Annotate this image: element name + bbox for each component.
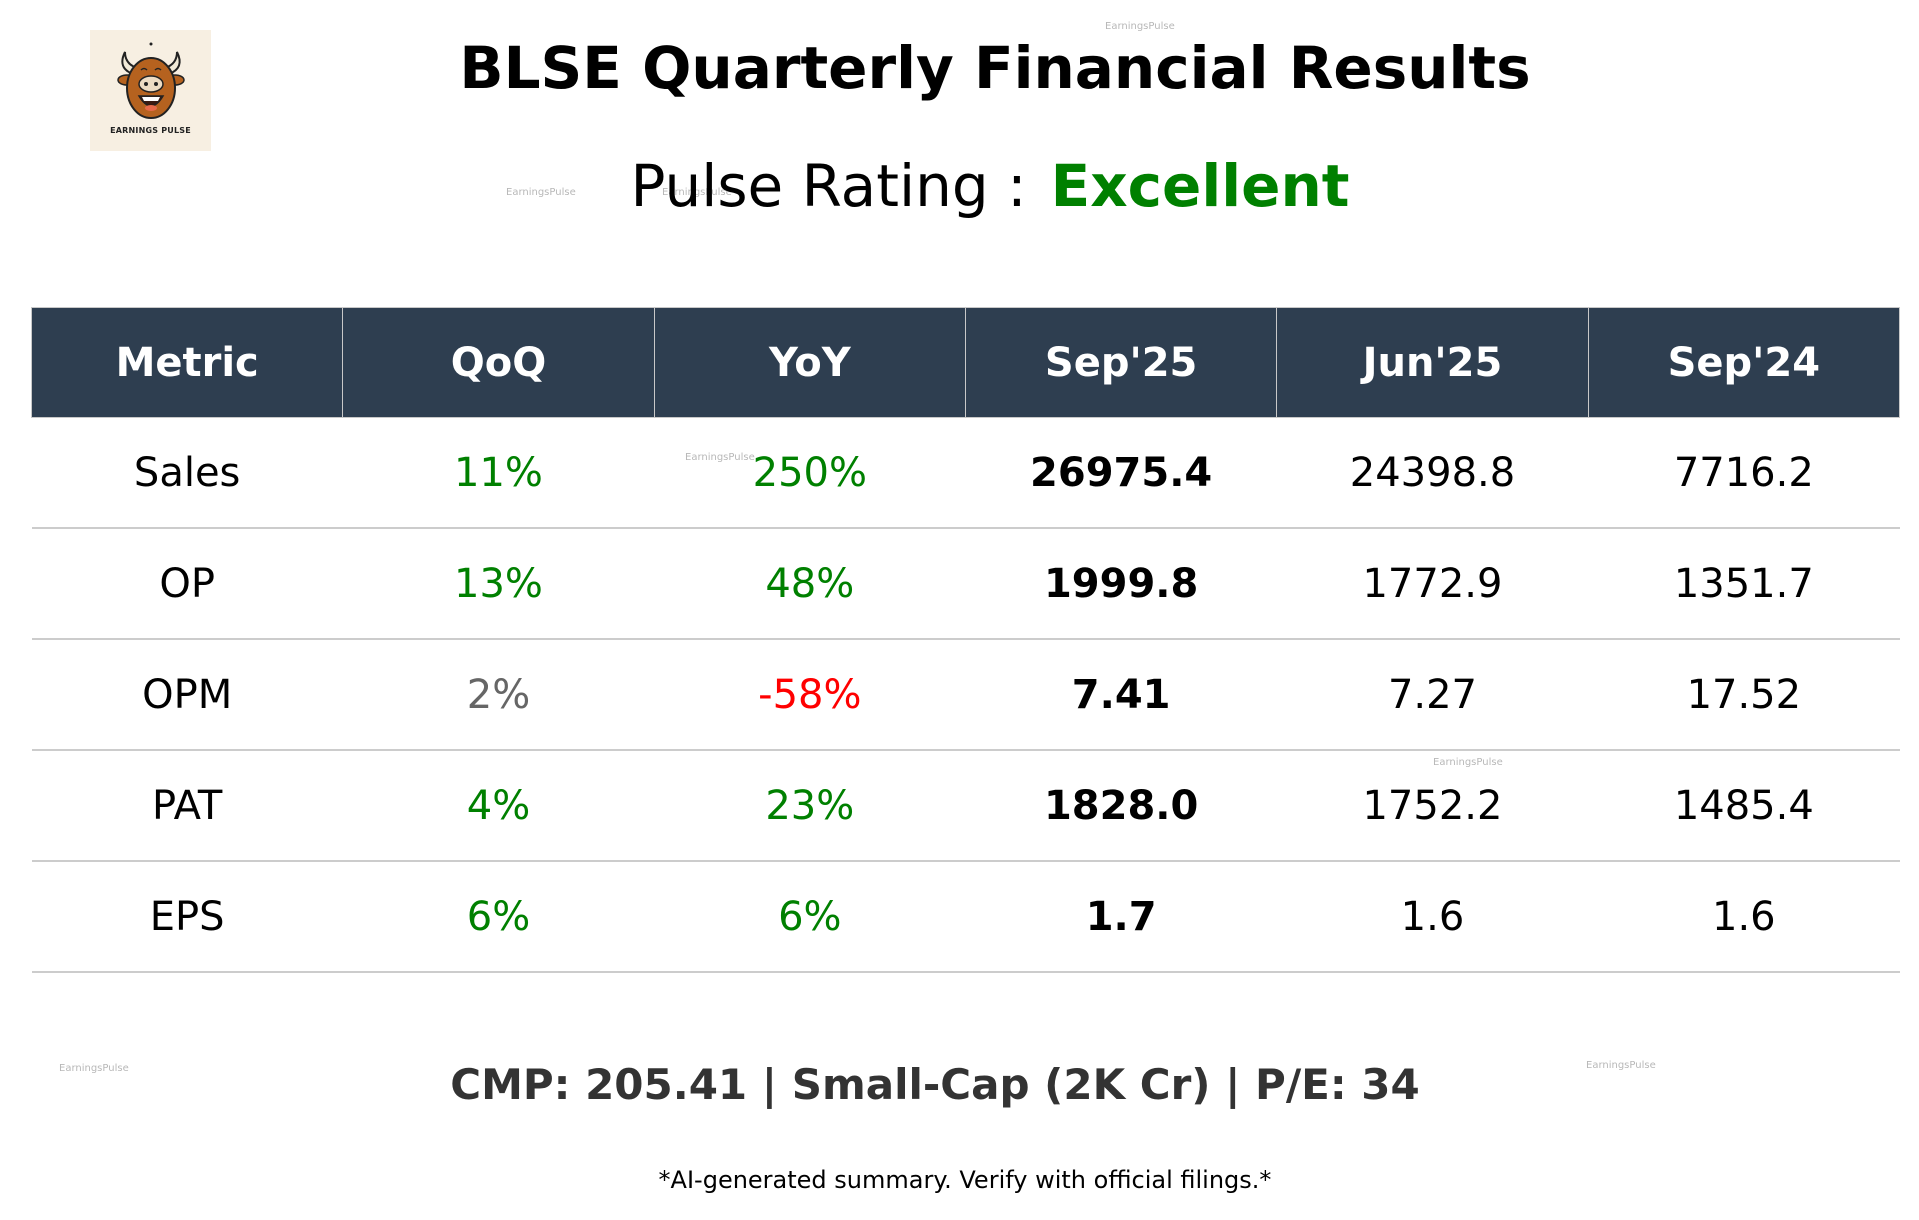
jun25-cell: 1.6 [1276, 861, 1589, 973]
watermark: EarningsPulse [1105, 21, 1175, 32]
bull-mascot-icon [116, 42, 185, 119]
header-jun25: Jun'25 [1276, 307, 1589, 418]
metric-cell: OPM [31, 639, 343, 751]
yoy-cell: 250% [654, 417, 966, 529]
table-row: EPS 6% 6% 1.7 1.6 1.6 [31, 861, 1900, 973]
sep24-cell: 1351.7 [1588, 528, 1900, 640]
metric-cell: PAT [31, 750, 343, 862]
qoq-cell: 13% [342, 528, 655, 640]
qoq-cell: 11% [342, 417, 655, 529]
metric-cell: EPS [31, 861, 343, 973]
header-qoq: QoQ [342, 307, 655, 418]
sep25-cell: 26975.4 [965, 417, 1277, 529]
sep25-cell: 7.41 [965, 639, 1277, 751]
logo-text: EARNINGS PULSE [110, 126, 191, 135]
qoq-cell: 6% [342, 861, 655, 973]
page-title: BLSE Quarterly Financial Results [459, 34, 1531, 102]
metric-cell: OP [31, 528, 343, 640]
rating-label: Pulse Rating : [630, 152, 1027, 220]
sep24-cell: 1.6 [1588, 861, 1900, 973]
jun25-cell: 1752.2 [1276, 750, 1589, 862]
logo: EARNINGS PULSE [90, 30, 211, 151]
header-yoy: YoY [653, 307, 966, 418]
results-table: Metric QoQ YoY Sep'25 Jun'25 Sep'24 Sale… [30, 307, 1901, 973]
watermark: EarningsPulse [59, 1063, 129, 1074]
pulse-rating: Pulse Rating : Excellent [0, 152, 1919, 220]
header-metric: Metric [30, 307, 344, 418]
watermark: EarningsPulse [1586, 1060, 1656, 1071]
sep25-cell: 1999.8 [965, 528, 1277, 640]
table-row: Sales 11% 250% 26975.4 24398.8 7716.2 [31, 417, 1900, 529]
jun25-cell: 7.27 [1276, 639, 1589, 751]
table-row: PAT 4% 23% 1828.0 1752.2 1485.4 [31, 750, 1900, 862]
yoy-cell: -58% [654, 639, 966, 751]
metric-cell: Sales [31, 417, 343, 529]
header-sep25: Sep'25 [964, 307, 1278, 418]
sep24-cell: 17.52 [1588, 639, 1900, 751]
watermark: EarningsPulse [662, 187, 732, 198]
jun25-cell: 1772.9 [1276, 528, 1589, 640]
qoq-cell: 4% [342, 750, 655, 862]
sep24-cell: 1485.4 [1588, 750, 1900, 862]
market-summary: CMP: 205.41 | Small-Cap (2K Cr) | P/E: 3… [450, 1060, 1420, 1109]
table-header-row: Metric QoQ YoY Sep'25 Jun'25 Sep'24 [30, 307, 1901, 418]
sep25-cell: 1828.0 [965, 750, 1277, 862]
header-sep24: Sep'24 [1587, 307, 1901, 418]
watermark: EarningsPulse [506, 187, 576, 198]
jun25-cell: 24398.8 [1276, 417, 1589, 529]
table-row: OPM 2% -58% 7.41 7.27 17.52 [31, 639, 1900, 751]
qoq-cell: 2% [342, 639, 655, 751]
yoy-cell: 6% [654, 861, 966, 973]
rating-value: Excellent [1050, 152, 1350, 220]
sep25-cell: 1.7 [965, 861, 1277, 973]
yoy-cell: 23% [654, 750, 966, 862]
sep24-cell: 7716.2 [1588, 417, 1900, 529]
table-row: OP 13% 48% 1999.8 1772.9 1351.7 [31, 528, 1900, 640]
disclaimer: *AI-generated summary. Verify with offic… [658, 1166, 1272, 1194]
yoy-cell: 48% [654, 528, 966, 640]
